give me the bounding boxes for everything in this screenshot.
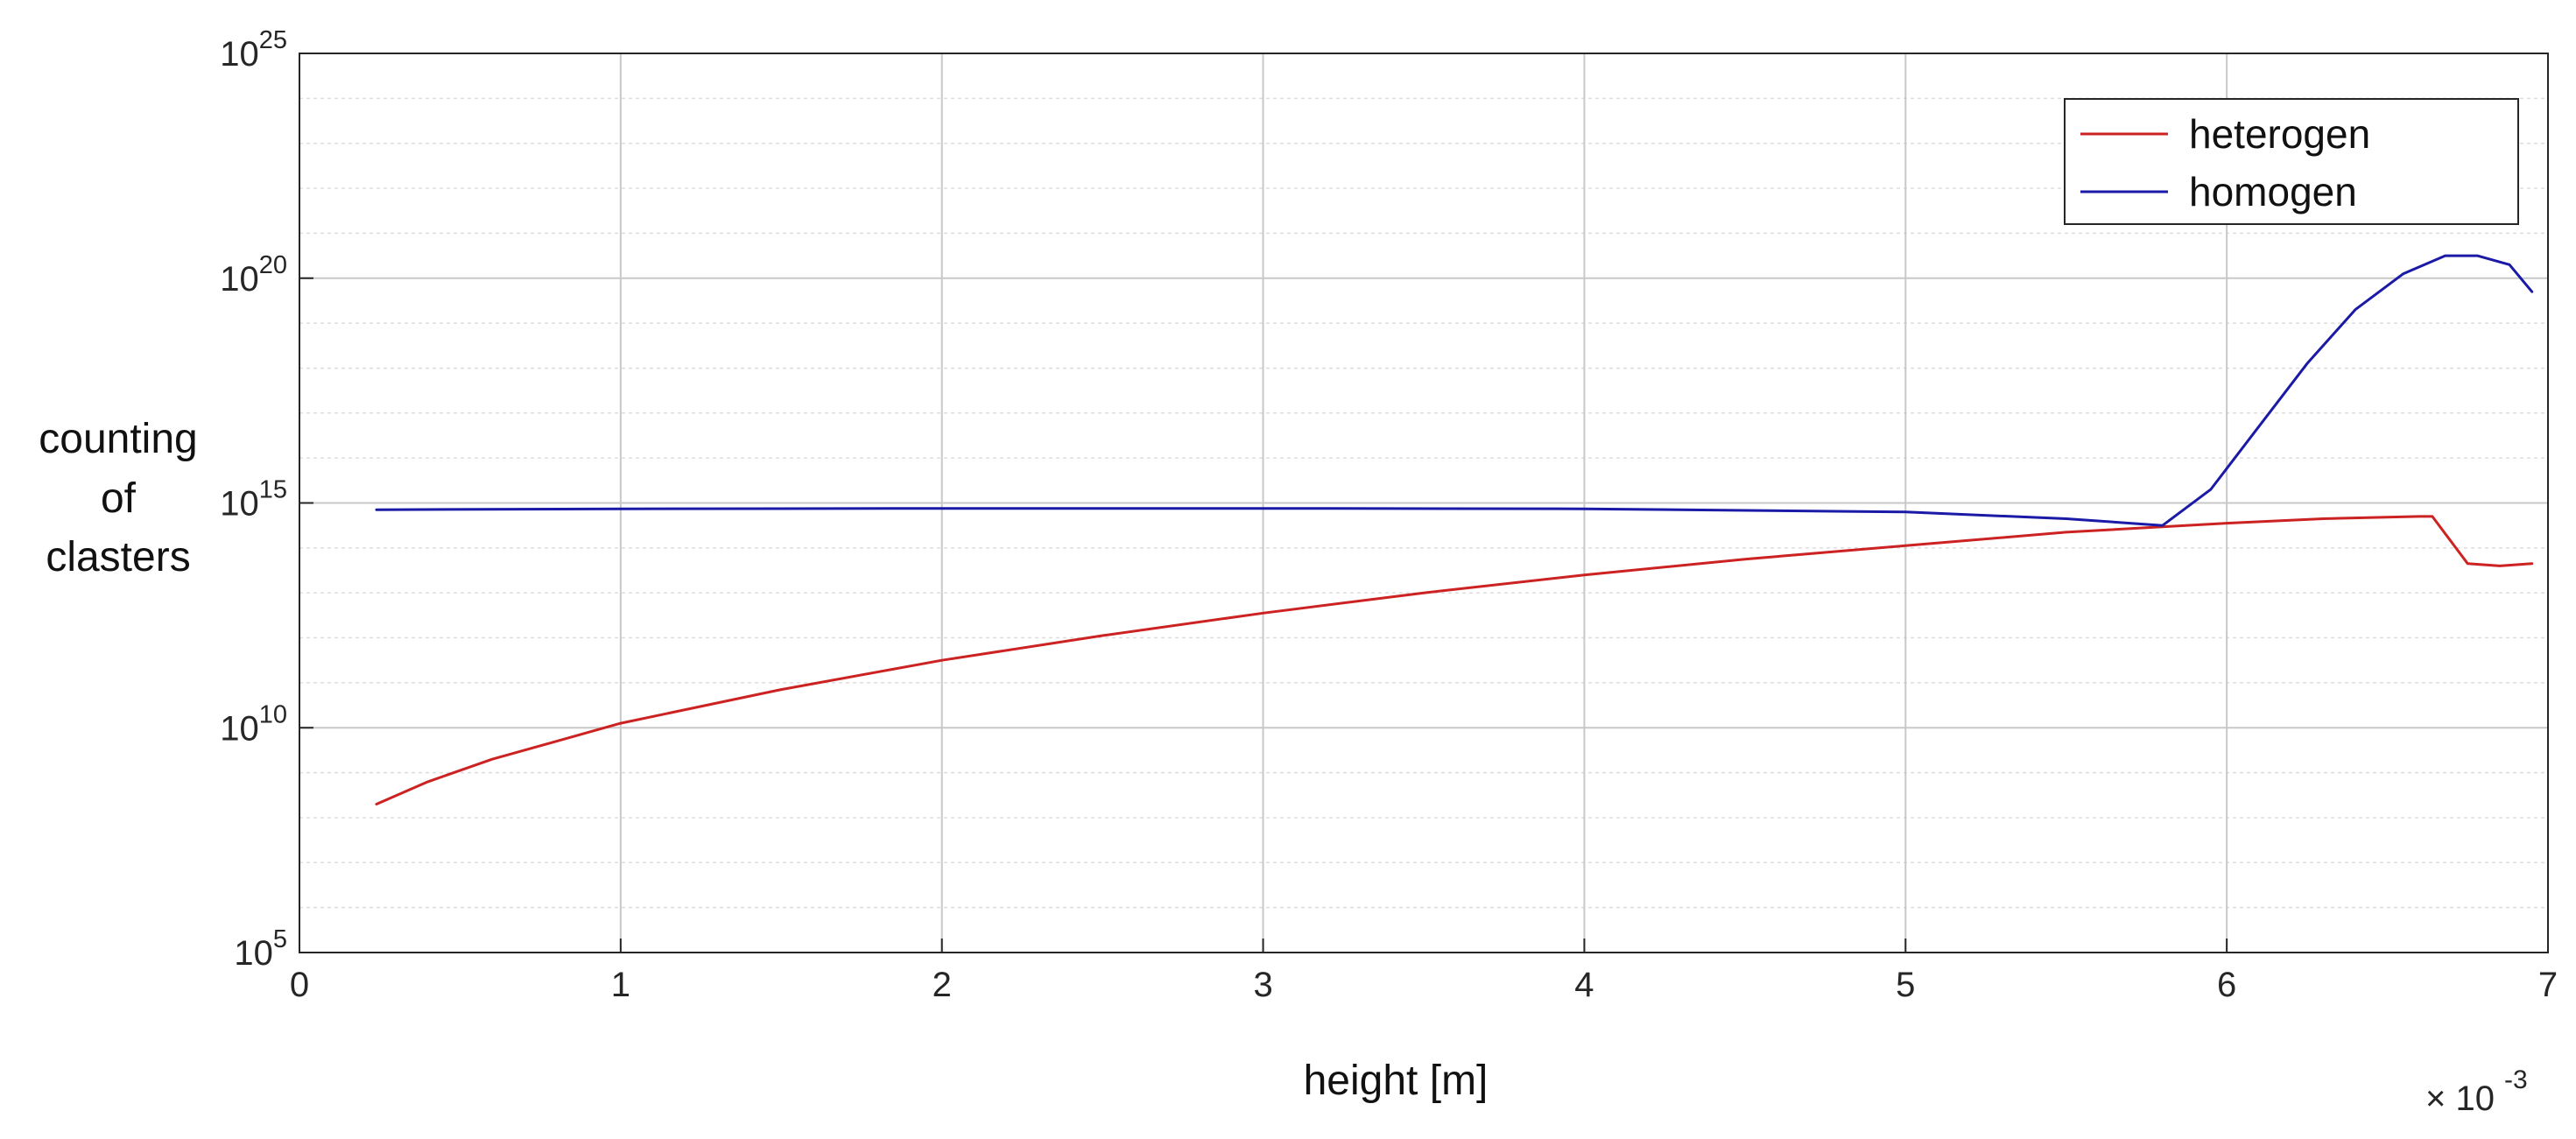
y-tick-label: 1025	[220, 26, 287, 74]
series-layer	[375, 254, 2534, 805]
series-line-homogen	[375, 254, 2534, 527]
y-axis-label-line-3: clasters	[46, 534, 190, 580]
y-tick-label-base: 10	[220, 485, 259, 524]
x-tick-label: 5	[1896, 966, 1915, 1004]
y-tick-label-exponent: 5	[273, 925, 287, 953]
x-multiplier-exponent: -3	[2504, 1065, 2528, 1094]
x-tick-label: 0	[290, 966, 309, 1004]
legend-label-heterogen: heterogen	[2189, 111, 2370, 157]
y-axis-label: counting of clasters	[39, 416, 197, 580]
y-tick-label-base: 10	[220, 35, 259, 74]
y-tick-label-exponent: 15	[259, 476, 287, 504]
legend-label-homogen: homogen	[2189, 169, 2357, 214]
x-axis-ticks: 0 1 2 3 4 5 6 7	[290, 939, 2558, 1004]
x-tick-label: 4	[1574, 966, 1594, 1004]
x-tick-label: 2	[933, 966, 952, 1004]
y-tick-label-exponent: 10	[259, 700, 287, 728]
x-multiplier-base: × 10	[2425, 1079, 2495, 1118]
y-tick-label: 1020	[220, 251, 287, 299]
y-tick-label: 105	[234, 925, 287, 973]
y-tick-label-base: 10	[234, 934, 273, 973]
y-tick-label: 1010	[220, 700, 287, 748]
y-tick-label: 1015	[220, 476, 287, 524]
y-tick-label-base: 10	[220, 709, 259, 748]
x-tick-label: 1	[611, 966, 630, 1004]
legend: heterogen homogen	[2064, 98, 2519, 225]
x-tick-label: 7	[2538, 966, 2558, 1004]
minor-grid	[299, 97, 2548, 909]
series-line-heterogen	[375, 515, 2534, 805]
legend-box	[2064, 98, 2519, 225]
x-tick-label: 3	[1253, 966, 1272, 1004]
y-tick-label-exponent: 20	[259, 251, 287, 279]
x-tick-label: 6	[2217, 966, 2236, 1004]
y-axis-label-line-2: of	[101, 475, 137, 522]
y-tick-label-exponent: 25	[259, 26, 287, 54]
x-axis-multiplier: × 10 -3	[2425, 1065, 2528, 1118]
y-tick-label-base: 10	[220, 260, 259, 299]
x-axis-label: height [m]	[1304, 1058, 1489, 1104]
y-axis-label-line-1: counting	[39, 416, 197, 462]
